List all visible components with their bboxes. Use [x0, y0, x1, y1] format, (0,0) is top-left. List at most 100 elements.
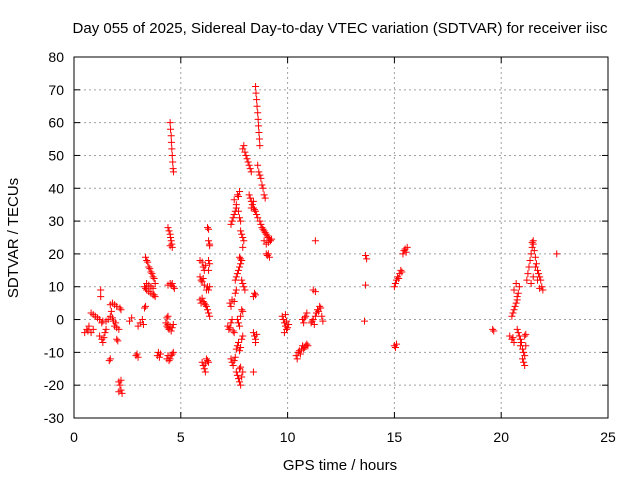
data-point	[169, 283, 177, 291]
data-point	[84, 327, 92, 335]
data-point	[230, 329, 238, 337]
data-point	[522, 330, 530, 338]
data-point	[255, 122, 263, 130]
data-point	[237, 343, 245, 351]
data-point	[146, 265, 154, 273]
y-tick-label: 60	[48, 115, 64, 131]
data-point	[247, 204, 255, 212]
data-point	[255, 128, 263, 136]
data-point	[238, 276, 246, 284]
data-point	[553, 250, 561, 258]
data-point	[252, 89, 260, 97]
data-point	[168, 324, 176, 332]
data-point	[233, 316, 241, 324]
y-tick-label: -10	[44, 344, 64, 360]
data-point	[237, 312, 245, 320]
data-point	[236, 378, 244, 386]
data-point	[164, 312, 172, 320]
data-point	[393, 340, 401, 348]
y-tick-label: 10	[48, 279, 64, 295]
data-point	[206, 242, 214, 250]
data-point	[229, 214, 237, 222]
data-point	[237, 381, 245, 389]
data-point	[280, 329, 288, 337]
data-point	[232, 345, 240, 353]
data-point	[236, 365, 244, 373]
data-point	[319, 317, 327, 325]
y-tick-labels: -30 -20 -10 0 10 20 30 40 50 60 70 80	[44, 49, 64, 426]
data-point	[260, 191, 268, 199]
data-point	[199, 275, 207, 283]
data-point	[204, 306, 211, 314]
data-point	[229, 327, 237, 335]
data-point	[230, 211, 238, 219]
data-point	[508, 312, 516, 320]
data-point	[236, 188, 244, 196]
data-point	[232, 368, 240, 376]
data-point	[256, 142, 264, 150]
data-point	[202, 302, 210, 310]
data-point	[239, 234, 247, 241]
data-point	[529, 273, 537, 281]
data-point	[248, 201, 256, 209]
data-point	[169, 348, 177, 356]
data-point	[142, 253, 150, 261]
chart-title: Day 055 of 2025, Sidereal Day-to-day VTE…	[73, 20, 608, 37]
data-point	[252, 291, 260, 299]
data-point	[85, 322, 93, 330]
data-point	[150, 291, 158, 299]
data-point	[531, 253, 539, 261]
data-point	[167, 125, 175, 133]
data-point	[238, 230, 246, 238]
data-point	[391, 343, 399, 351]
data-point	[232, 201, 240, 209]
data-point	[229, 361, 237, 369]
data-point	[167, 237, 175, 245]
data-point	[516, 335, 524, 343]
data-point	[520, 358, 528, 366]
data-point	[254, 115, 262, 123]
data-point	[239, 368, 247, 376]
data-point	[116, 304, 124, 312]
data-point	[517, 339, 525, 347]
data-point	[227, 220, 235, 228]
data-point	[239, 307, 247, 315]
y-tick-label: -20	[44, 377, 64, 393]
data-points	[81, 83, 561, 397]
data-point	[200, 281, 208, 289]
data-point	[170, 284, 178, 292]
data-point	[205, 309, 213, 317]
data-point	[140, 304, 148, 312]
data-point	[512, 279, 520, 287]
y-axis-title: SDTVAR / TECUs	[5, 178, 22, 298]
data-point	[535, 270, 543, 278]
data-point	[247, 168, 255, 176]
data-point	[246, 194, 254, 202]
data-point	[114, 337, 122, 345]
y-tick-label: 30	[48, 213, 64, 229]
data-point	[257, 174, 265, 182]
data-point	[521, 361, 529, 369]
data-point	[230, 297, 238, 305]
data-point	[302, 312, 310, 320]
data-point	[241, 148, 249, 156]
data-point	[281, 311, 289, 319]
data-point	[142, 284, 150, 292]
data-point	[164, 224, 172, 232]
data-point	[528, 238, 536, 246]
data-point	[513, 325, 521, 333]
data-point	[258, 181, 266, 189]
plot-frame	[73, 56, 609, 419]
data-point	[279, 316, 287, 324]
data-point	[206, 283, 214, 291]
data-point	[240, 142, 248, 150]
data-point	[261, 194, 269, 202]
data-point	[236, 214, 244, 222]
data-point	[265, 253, 273, 261]
data-point	[515, 283, 523, 291]
data-point	[147, 268, 155, 276]
data-point	[395, 275, 403, 283]
data-point	[264, 250, 272, 258]
data-point	[509, 334, 517, 342]
data-point	[236, 253, 244, 261]
